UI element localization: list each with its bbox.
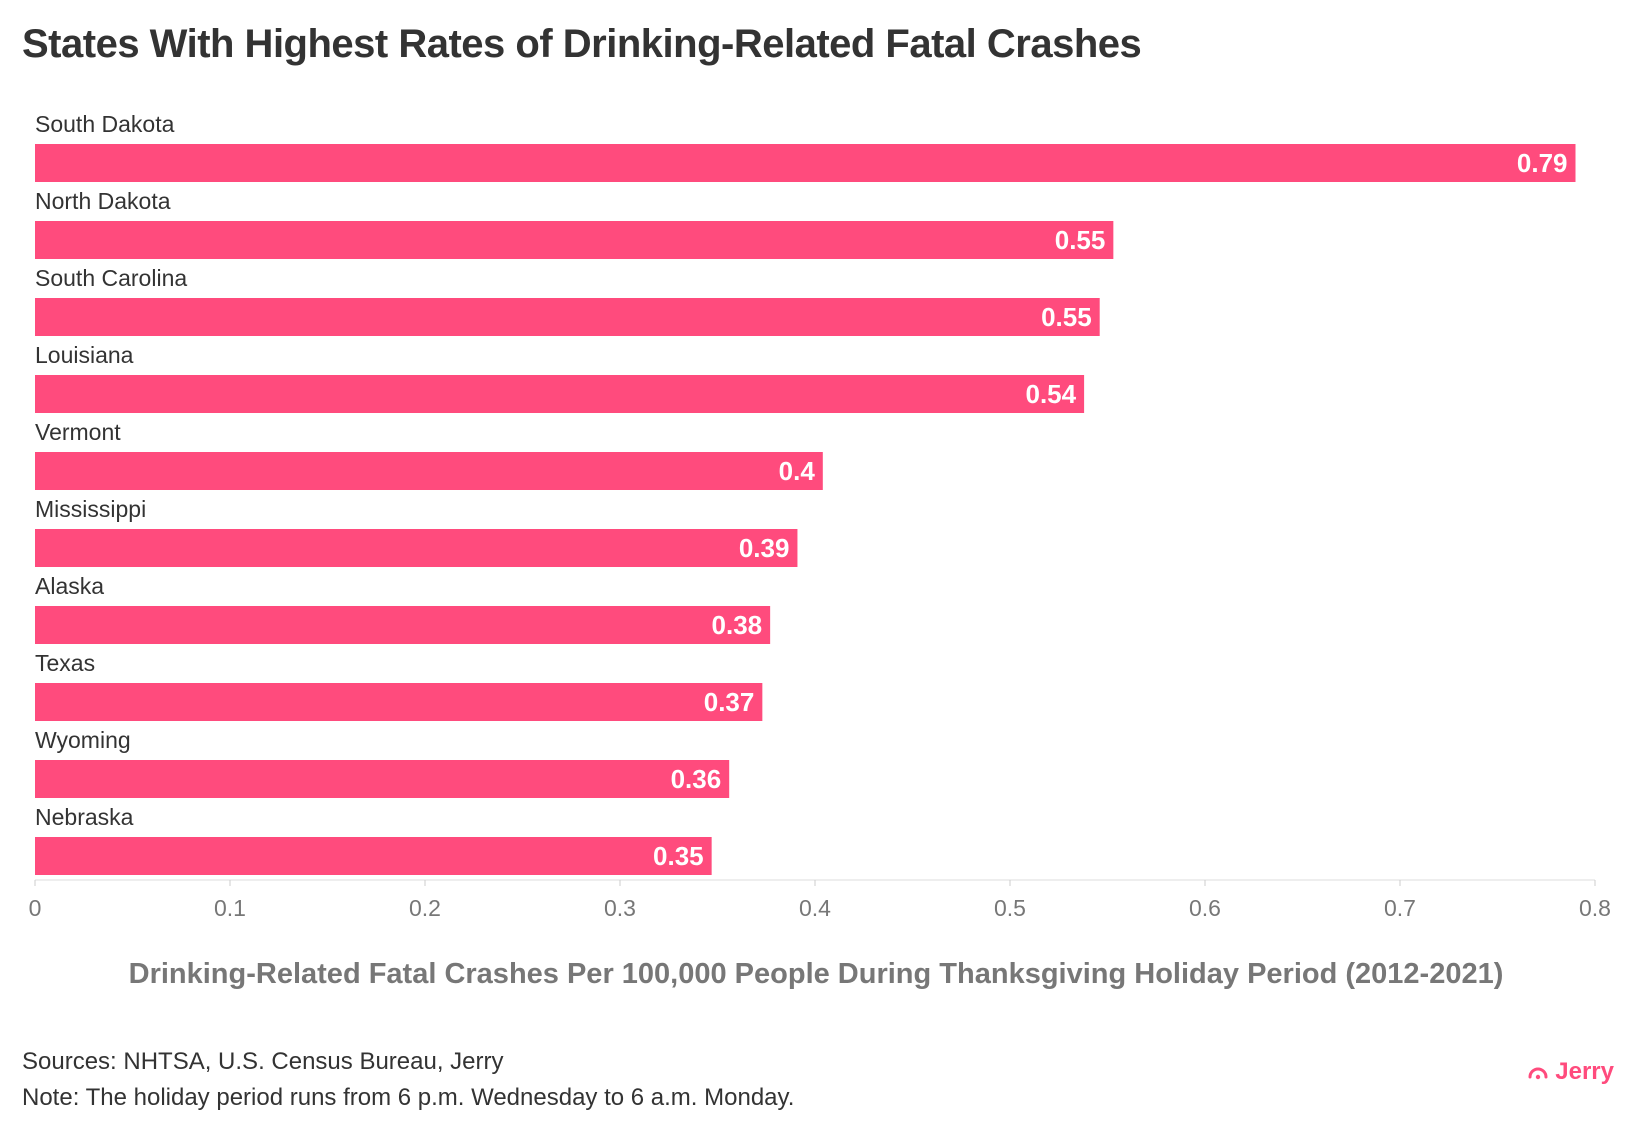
x-tick-label: 0.2: [409, 895, 441, 921]
value-label: 0.37: [704, 687, 755, 717]
value-label: 0.39: [739, 533, 790, 563]
bar-group: North Dakota 0.55: [35, 188, 1114, 259]
bar-group: Mississippi 0.39: [35, 496, 798, 567]
x-axis: 0 0.1 0.2 0.3 0.4 0.5 0.6 0.7 0.8: [29, 879, 1611, 921]
bar[interactable]: [35, 221, 1114, 259]
x-tick-label: 0: [29, 895, 42, 921]
bar[interactable]: [35, 683, 763, 721]
bar[interactable]: [35, 452, 823, 490]
category-label: North Dakota: [35, 188, 171, 214]
value-label: 0.55: [1041, 302, 1092, 332]
value-label: 0.79: [1517, 148, 1568, 178]
bar-group: Nebraska 0.35: [35, 804, 712, 875]
x-tick-label: 0.8: [1579, 895, 1611, 921]
x-tick-label: 0.5: [994, 895, 1026, 921]
bar-group: Vermont 0.4: [35, 419, 823, 490]
value-label: 0.35: [653, 841, 704, 871]
value-label: 0.54: [1025, 379, 1076, 409]
bar[interactable]: [35, 760, 730, 798]
bar-group: Wyoming 0.36: [35, 727, 730, 798]
value-label: 0.36: [671, 764, 722, 794]
x-tick-label: 0.6: [1189, 895, 1221, 921]
bar[interactable]: [35, 606, 771, 644]
value-label: 0.55: [1055, 225, 1106, 255]
category-label: South Carolina: [35, 265, 187, 291]
jerry-arc-icon: [1528, 1067, 1548, 1080]
category-label: Wyoming: [35, 727, 131, 753]
bar-group: Texas 0.37: [35, 650, 763, 721]
x-tick-label: 0.4: [799, 895, 831, 921]
x-tick-label: 0.7: [1384, 895, 1416, 921]
category-label: Vermont: [35, 419, 121, 445]
category-label: Alaska: [35, 573, 104, 599]
bar[interactable]: [35, 837, 712, 875]
note-text: Note: The holiday period runs from 6 p.m…: [22, 1084, 795, 1111]
value-label: 0.38: [712, 610, 763, 640]
bar[interactable]: [35, 298, 1100, 336]
chart-title: States With Highest Rates of Drinking-Re…: [22, 22, 1142, 66]
x-axis-label: Drinking-Related Fatal Crashes Per 100,0…: [128, 958, 1504, 990]
logo-text: Jerry: [1555, 1058, 1614, 1085]
category-label: Mississippi: [35, 496, 146, 522]
value-label: 0.4: [779, 456, 816, 486]
category-label: Texas: [35, 650, 95, 676]
category-label: Louisiana: [35, 342, 134, 368]
bar[interactable]: [35, 375, 1085, 413]
category-label: South Dakota: [35, 111, 175, 137]
category-label: Nebraska: [35, 804, 134, 830]
bar[interactable]: [35, 144, 1576, 182]
jerry-logo: Jerry: [1527, 1058, 1614, 1086]
bar-group: Alaska 0.38: [35, 573, 771, 644]
bar-group: South Dakota 0.79: [35, 111, 1576, 182]
bar[interactable]: [35, 529, 798, 567]
bar-group: Louisiana 0.54: [35, 342, 1085, 413]
x-tick-label: 0.1: [214, 895, 246, 921]
source-text: Sources: NHTSA, U.S. Census Bureau, Jerr…: [22, 1048, 504, 1075]
bar-group: South Carolina 0.55: [35, 265, 1100, 336]
x-tick-label: 0.3: [604, 895, 636, 921]
